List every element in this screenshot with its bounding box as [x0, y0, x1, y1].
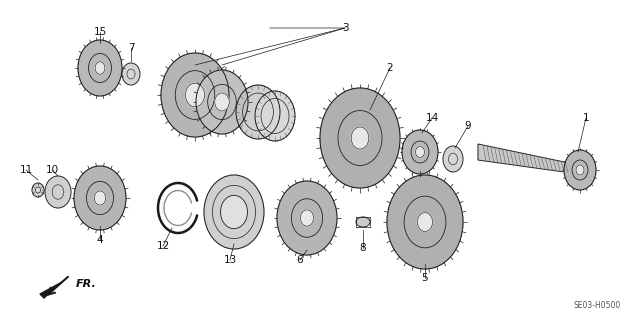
Text: 10: 10 — [45, 165, 59, 175]
Text: SE03-H0500: SE03-H0500 — [573, 301, 621, 310]
Ellipse shape — [402, 130, 438, 174]
Ellipse shape — [300, 210, 314, 226]
Text: FR.: FR. — [76, 279, 97, 289]
Ellipse shape — [204, 175, 264, 249]
Text: 7: 7 — [128, 43, 134, 53]
Ellipse shape — [94, 191, 106, 205]
Text: 5: 5 — [422, 273, 428, 283]
Text: 12: 12 — [156, 241, 170, 251]
Ellipse shape — [356, 217, 370, 227]
Text: 9: 9 — [465, 121, 471, 131]
Text: 4: 4 — [97, 235, 103, 245]
Text: 14: 14 — [426, 113, 438, 123]
Ellipse shape — [196, 70, 248, 134]
Ellipse shape — [387, 175, 463, 269]
Text: 2: 2 — [387, 63, 394, 73]
Ellipse shape — [443, 146, 463, 172]
Ellipse shape — [95, 62, 105, 74]
Ellipse shape — [32, 183, 44, 197]
Text: 1: 1 — [582, 113, 589, 123]
Ellipse shape — [576, 165, 584, 175]
Ellipse shape — [320, 88, 400, 188]
Ellipse shape — [255, 91, 295, 141]
Ellipse shape — [564, 150, 596, 190]
Ellipse shape — [351, 127, 369, 149]
Text: 8: 8 — [360, 243, 366, 253]
Text: 11: 11 — [19, 165, 33, 175]
Ellipse shape — [122, 63, 140, 85]
Ellipse shape — [221, 195, 248, 229]
Ellipse shape — [215, 93, 229, 111]
Ellipse shape — [236, 85, 280, 139]
Text: 15: 15 — [93, 27, 107, 37]
Ellipse shape — [78, 40, 122, 96]
Ellipse shape — [45, 176, 71, 208]
Ellipse shape — [415, 146, 424, 158]
Text: 6: 6 — [297, 255, 303, 265]
Ellipse shape — [74, 166, 126, 230]
Ellipse shape — [417, 212, 433, 231]
Ellipse shape — [161, 53, 229, 137]
Text: 13: 13 — [223, 255, 237, 265]
Ellipse shape — [186, 83, 205, 107]
Ellipse shape — [277, 181, 337, 255]
Text: 3: 3 — [342, 23, 348, 33]
Polygon shape — [478, 144, 570, 173]
Polygon shape — [40, 282, 62, 298]
Ellipse shape — [35, 187, 40, 193]
